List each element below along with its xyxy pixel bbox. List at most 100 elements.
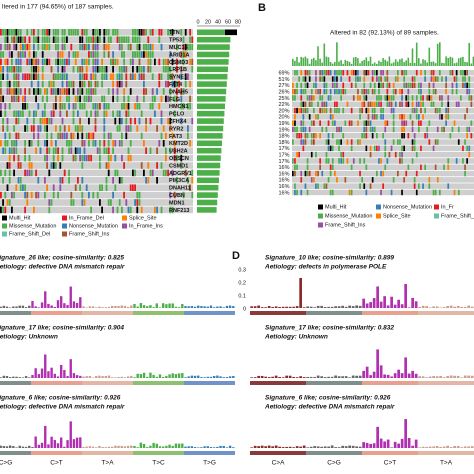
signature-bar [206, 446, 209, 448]
tmb-bar [457, 58, 460, 66]
cell [304, 101, 307, 107]
cell [439, 107, 441, 114]
cell [81, 140, 84, 147]
signature-bar [184, 446, 187, 448]
signature-bar [439, 446, 442, 448]
cell [466, 126, 468, 133]
cell [107, 51, 110, 58]
cell [83, 154, 86, 162]
cell [46, 132, 48, 140]
signature-bar [435, 306, 439, 308]
gene-label: ZFHX4 [169, 119, 187, 125]
cell [116, 80, 119, 88]
tmb-bar [453, 63, 456, 66]
cell [313, 82, 315, 89]
cell [346, 70, 349, 76]
signature-bar [467, 305, 470, 308]
cell [439, 70, 441, 76]
grid-row [0, 154, 193, 162]
signature-bar [260, 375, 264, 378]
cell [121, 80, 123, 88]
cell [167, 29, 169, 36]
tmb-bar [327, 57, 330, 66]
cell [66, 36, 68, 43]
cell [33, 206, 35, 214]
cell [129, 140, 132, 147]
cell [323, 101, 326, 107]
panel-label: D [232, 250, 240, 262]
cell [342, 88, 345, 95]
cell [123, 191, 125, 199]
cell [140, 206, 143, 214]
signature-bar [225, 305, 229, 308]
cell [336, 177, 338, 183]
cell [428, 177, 431, 183]
cell [319, 164, 321, 170]
cell [401, 133, 403, 139]
cell [436, 107, 439, 114]
signature-bar [107, 375, 111, 378]
gene-label: RYR2 [169, 126, 183, 132]
cell [22, 110, 24, 117]
signature-bar [323, 446, 327, 448]
grid-row [292, 189, 474, 196]
cell [315, 76, 317, 82]
cell [169, 191, 172, 199]
pct-label: 16% [278, 171, 289, 177]
cell [63, 66, 66, 73]
cell [85, 43, 88, 51]
cell [0, 110, 2, 117]
cell [359, 76, 361, 82]
tmb-bar [371, 63, 374, 66]
cell [123, 88, 125, 95]
cell [184, 43, 187, 51]
cell [116, 88, 119, 95]
cell [167, 73, 169, 80]
cell [0, 140, 2, 147]
cell [81, 80, 84, 88]
legend-label: In_Fr [441, 204, 454, 210]
cell [48, 80, 51, 88]
signature-bar [306, 306, 309, 308]
tmb-bar [466, 62, 468, 66]
signature-bar [206, 306, 209, 308]
cell [15, 73, 18, 80]
cell [46, 29, 48, 36]
pct-label: 17% [278, 153, 289, 159]
cell [455, 158, 458, 164]
cell [176, 43, 178, 51]
cell [37, 88, 40, 95]
cell [94, 80, 97, 88]
cell [173, 80, 176, 88]
tmb-bar [451, 57, 454, 66]
tmb-bar [359, 63, 361, 66]
cell [420, 88, 422, 95]
signature-bar [120, 445, 123, 448]
cell [41, 66, 44, 73]
cell [44, 110, 46, 117]
cell [57, 66, 59, 73]
cell [300, 82, 303, 89]
cell [101, 184, 103, 191]
cell [112, 95, 114, 103]
tmb-bar [308, 63, 311, 66]
cell [376, 101, 378, 107]
signature-bar [316, 446, 320, 448]
tmb-bar [292, 58, 294, 66]
cell [171, 73, 174, 80]
cell [35, 36, 37, 43]
cell [143, 73, 145, 80]
cell [294, 114, 296, 120]
cell [154, 110, 156, 117]
cell [169, 125, 172, 132]
cell [401, 70, 403, 76]
signature-bar [75, 302, 79, 308]
grid-row [0, 177, 193, 184]
cell [24, 140, 26, 147]
cell [160, 206, 163, 214]
cell [4, 206, 7, 214]
cell [81, 58, 84, 66]
cell [68, 29, 70, 36]
cell [415, 170, 418, 177]
cell [323, 82, 326, 89]
